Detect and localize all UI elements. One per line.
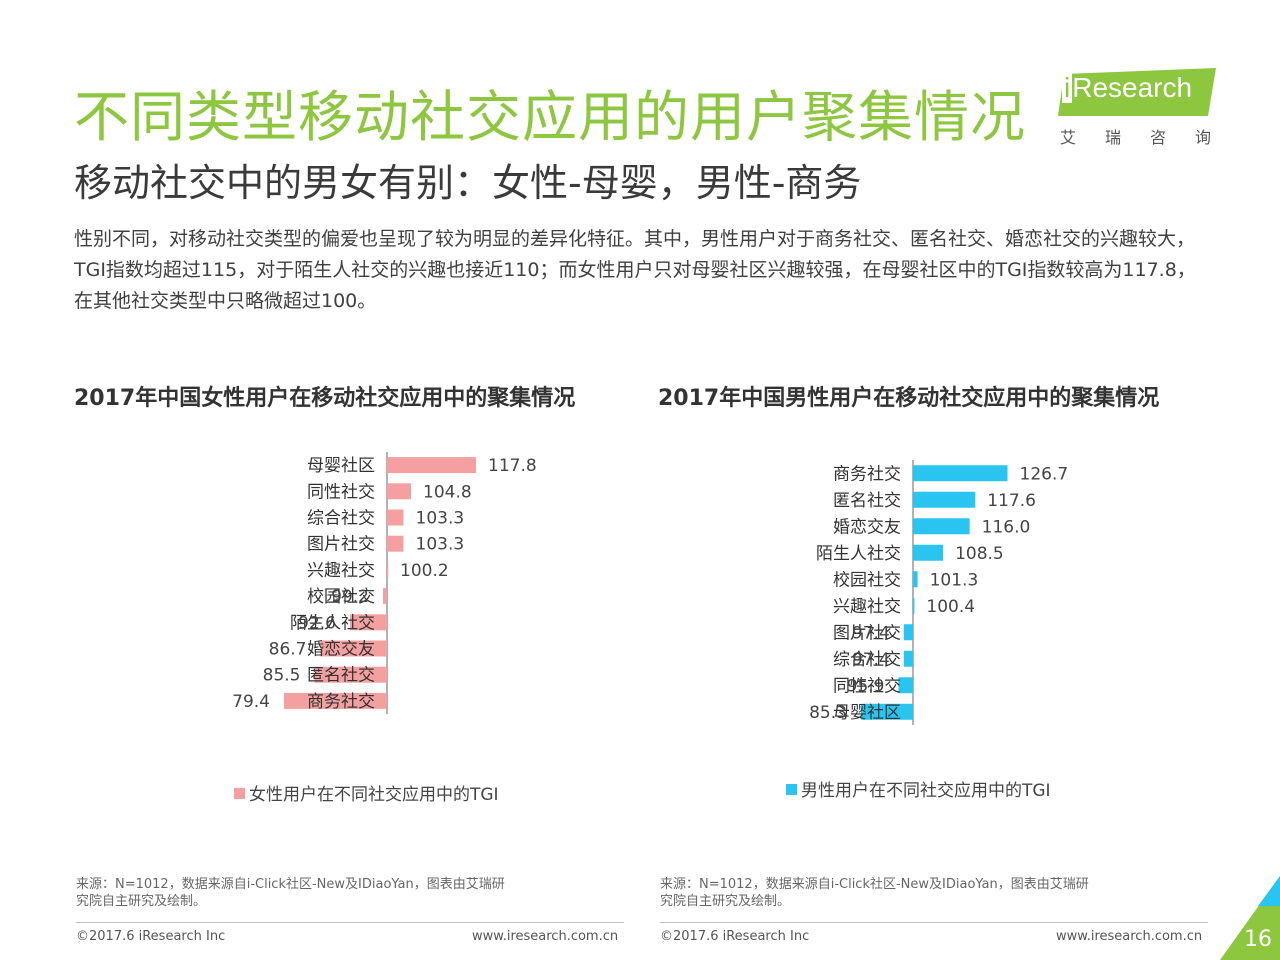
logo-brand-rest: Research	[1072, 72, 1193, 103]
data-label: 97.4	[852, 650, 890, 670]
category-label: 匿名社交	[307, 666, 375, 686]
female-legend-label: 女性用户在不同社交应用中的TGI	[249, 785, 499, 805]
logo-green-band	[1058, 68, 1216, 116]
bar-校园社交	[913, 571, 918, 588]
data-label: 101.3	[930, 570, 979, 590]
source-note-left: 来源：N=1012，数据来源自i-Click社区-New及IDiaoYan，图表…	[76, 877, 505, 909]
bar-陌生人社交	[350, 614, 387, 631]
copyright-left: ©2017.6 iResearch Inc	[76, 929, 226, 944]
bar-同性社交	[387, 483, 411, 500]
category-label: 兴趣社交	[833, 597, 901, 617]
bar-图片社交	[387, 535, 404, 552]
bar-婚恋交友	[913, 518, 970, 535]
category-label: 校园社交	[833, 570, 901, 590]
logo-brand-i: i	[1062, 72, 1073, 103]
website-right: www.iresearch.com.cn	[1056, 929, 1203, 944]
data-label: 116.0	[982, 517, 1031, 537]
bar-兴趣社交	[913, 597, 915, 614]
bar-兴趣社交	[387, 561, 389, 578]
data-label: 99.2	[331, 587, 369, 607]
male-legend-swatch	[786, 784, 797, 795]
description-text: 性别不同，对移动社交类型的偏爱也呈现了较为明显的差异化特征。其中，男性用户对于商…	[74, 228, 1196, 312]
bar-商务社交	[284, 692, 387, 709]
data-label: 100.2	[400, 561, 449, 581]
bar-商务社交	[913, 465, 1008, 482]
data-label: 92.6	[298, 613, 336, 633]
logo-brand: iResearch	[1062, 72, 1192, 104]
source-note-right: 来源：N=1012，数据来源自i-Click社区-New及IDiaoYan，图表…	[660, 877, 1089, 909]
data-label: 126.7	[1020, 464, 1069, 484]
bar-母婴社区	[387, 457, 476, 474]
male-legend-label: 男性用户在不同社交应用中的TGI	[801, 781, 1051, 801]
category-label: 兴趣社交	[307, 561, 375, 581]
page-subtitle: 移动社交中的男女有别：女性-母婴，男性-商务	[74, 161, 862, 205]
data-label: 117.8	[488, 456, 537, 476]
data-label: 97.4	[852, 623, 890, 643]
data-label: 103.3	[416, 535, 465, 555]
data-label: 95.9	[847, 676, 885, 696]
page-title: 不同类型移动社交应用的用户聚集情况	[74, 85, 1027, 149]
category-label: 校园社交	[307, 587, 375, 607]
category-label: 陌生人社交	[290, 613, 375, 633]
female-tgi-chart: 母婴社区 117.8 同性社交 104.8 综合社交 103.3 图片社交 103.3 兴趣社交…	[232, 452, 537, 714]
category-label: 图片社交	[307, 535, 375, 555]
bar-综合社交	[387, 509, 404, 526]
category-label: 匿名社交	[833, 491, 901, 511]
category-label: 陌生人社交	[816, 544, 901, 564]
category-label: 商务社交	[833, 464, 901, 484]
category-label: 同性社交	[307, 482, 375, 502]
category-label: 同性社交	[833, 676, 901, 696]
data-label: 108.5	[955, 544, 1004, 564]
footer-divider-right	[660, 922, 1208, 923]
website-left: www.iresearch.com.cn	[472, 929, 619, 944]
bar-匿名社交	[314, 666, 387, 683]
male-legend: 男性用户在不同社交应用中的TGI	[786, 776, 1051, 801]
bar-母婴社区	[860, 703, 913, 720]
female-legend-swatch	[234, 788, 245, 799]
category-label: 婚恋交友	[307, 639, 375, 660]
bar-陌生人社交	[913, 544, 944, 561]
data-label: 100.4	[926, 597, 975, 617]
bar-婚恋交友	[320, 640, 387, 657]
bar-图片社交	[903, 624, 913, 641]
category-label: 商务社交	[307, 692, 375, 712]
data-label: 104.8	[423, 482, 472, 502]
category-label: 母婴社区	[833, 703, 901, 723]
bar-校园社交	[383, 588, 387, 605]
category-label: 母婴社区	[307, 456, 375, 476]
iresearch-logo: iResearch 艾瑞咨询	[1058, 68, 1218, 148]
data-label: 103.3	[416, 509, 465, 529]
male-tgi-chart: 商务社交 126.7 匿名社交 117.6 婚恋交友 116.0 陌生人社交 108.5 校园社…	[809, 460, 1069, 725]
page-number-corner	[1220, 876, 1280, 960]
category-label: 综合社交	[307, 509, 375, 529]
data-label: 79.4	[232, 692, 270, 712]
category-label: 图片社交	[833, 623, 901, 643]
footer-divider-left	[76, 922, 624, 923]
data-label: 117.6	[987, 491, 1036, 511]
data-label: 85.5	[263, 666, 301, 686]
female-chart-title: 2017年中国女性用户在移动社交应用中的聚集情况	[74, 386, 576, 411]
bar-综合社交	[903, 650, 913, 667]
copyright-right: ©2017.6 iResearch Inc	[660, 929, 810, 944]
bar-匿名社交	[913, 491, 976, 508]
category-label: 综合社交	[833, 650, 901, 670]
data-label: 85.3	[809, 703, 847, 723]
bar-同性社交	[898, 677, 913, 694]
logo-cn-name: 艾瑞咨询	[1060, 128, 1241, 147]
category-label: 婚恋交友	[833, 516, 901, 537]
data-label: 86.7	[269, 640, 307, 660]
female-legend: 女性用户在不同社交应用中的TGI	[234, 780, 499, 805]
male-chart-title: 2017年中国男性用户在移动社交应用中的聚集情况	[658, 386, 1160, 411]
page-number: 16	[1244, 927, 1272, 952]
